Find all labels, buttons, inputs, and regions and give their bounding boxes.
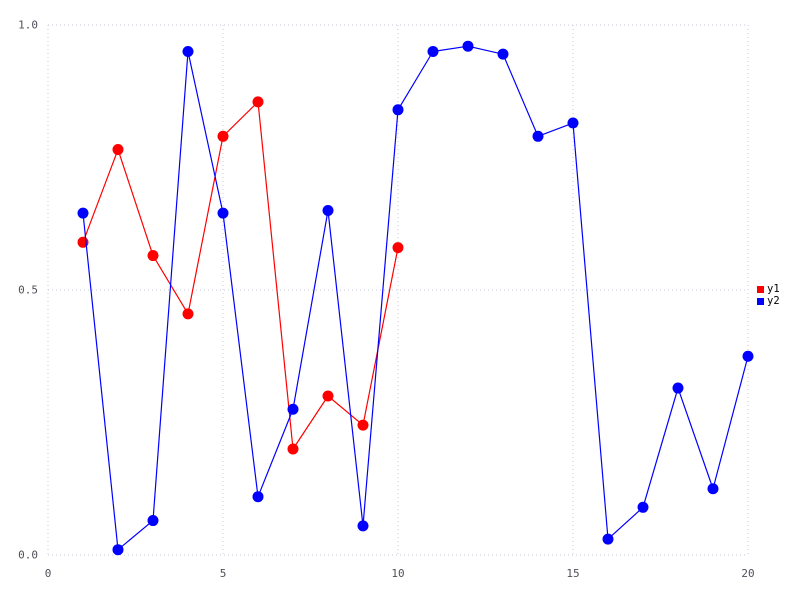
data-point-y1 [112, 144, 124, 156]
x-axis-tick-label: 20 [741, 567, 754, 580]
data-point-y1 [182, 308, 194, 320]
data-point-y2 [322, 205, 334, 216]
data-point-y1 [357, 419, 369, 431]
data-point-y1 [322, 390, 334, 402]
data-point-y2 [672, 382, 684, 394]
x-axis-tick-label: 0 [45, 567, 52, 580]
data-point-y2 [182, 46, 194, 57]
x-axis-tick-label: 5 [220, 567, 227, 580]
y-axis-tick-label: 0.0 [18, 549, 38, 562]
data-point-y2 [147, 515, 159, 527]
data-point-y2 [602, 533, 614, 545]
data-point-y2 [392, 104, 404, 116]
data-point-y2 [462, 40, 474, 52]
series-line-y1 [82, 101, 399, 450]
data-point-y2 [567, 117, 579, 129]
legend: y1 y2 [757, 284, 780, 307]
data-point-y2 [287, 403, 299, 415]
data-point-y2 [707, 483, 719, 495]
data-point-y2 [637, 501, 649, 513]
x-axis-tick-label: 10 [391, 567, 404, 580]
data-point-y2 [77, 207, 89, 219]
legend-swatch-y2-icon [757, 298, 764, 305]
data-point-y2 [427, 46, 439, 57]
x-axis-tick-label: 15 [566, 567, 579, 580]
data-point-y2 [357, 520, 369, 532]
y-axis-tick-label: 0.5 [18, 284, 38, 297]
legend-item-y1: y1 [757, 284, 780, 295]
data-point-y2 [497, 48, 509, 60]
data-point-y1 [252, 96, 264, 108]
series-line-y2 [82, 45, 749, 551]
legend-item-y2: y2 [757, 296, 780, 307]
legend-swatch-y1-icon [757, 286, 764, 293]
legend-label-y2: y2 [767, 295, 780, 307]
data-point-y2 [112, 544, 124, 556]
data-point-y2 [252, 491, 264, 503]
legend-label-y1: y1 [767, 283, 780, 295]
data-point-y2 [217, 207, 229, 219]
data-point-y2 [742, 350, 754, 362]
data-point-y1 [217, 130, 229, 142]
data-point-y1 [287, 443, 299, 455]
data-point-y1 [147, 250, 159, 262]
data-point-y2 [532, 130, 544, 142]
y-axis-tick-label: 1.0 [18, 19, 38, 32]
data-point-y1 [392, 242, 404, 254]
